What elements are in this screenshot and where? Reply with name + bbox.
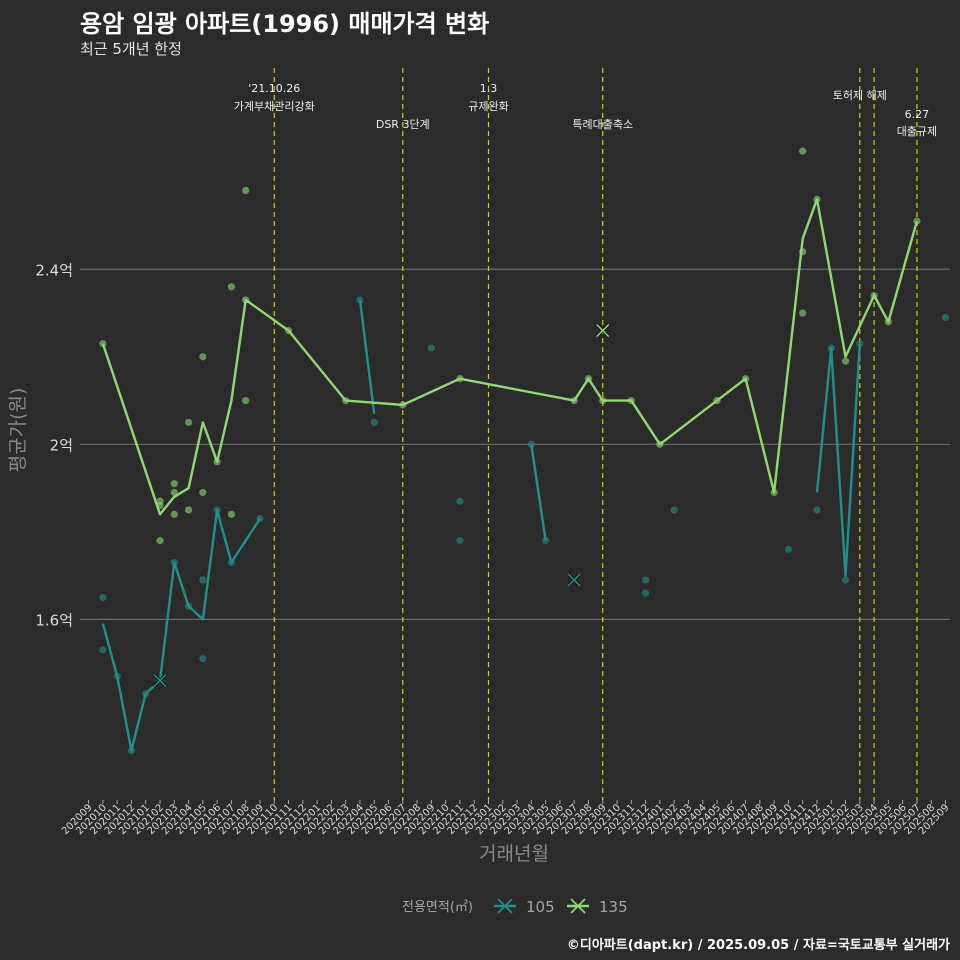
data-point bbox=[199, 655, 207, 663]
data-point bbox=[813, 506, 821, 514]
data-point bbox=[856, 340, 864, 348]
data-point bbox=[184, 506, 193, 514]
data-point bbox=[941, 313, 950, 322]
series-105 bbox=[99, 296, 950, 755]
data-point bbox=[799, 147, 807, 155]
data-point bbox=[170, 510, 178, 518]
data-point bbox=[456, 536, 464, 545]
data-point bbox=[227, 510, 236, 518]
data-point bbox=[99, 593, 107, 602]
data-point bbox=[242, 186, 250, 195]
series-line bbox=[101, 198, 919, 516]
event-label: '21.10.26 bbox=[248, 82, 300, 95]
x-axis-label: 거래년월 bbox=[479, 843, 549, 865]
data-point bbox=[456, 497, 464, 505]
event-label: 대출규제 bbox=[897, 125, 937, 138]
event-label: 가계부채관리강화 bbox=[234, 100, 315, 113]
y-tick-label: 2.4억 bbox=[35, 261, 73, 279]
chart-subtitle: 최근 5개년 한정 bbox=[80, 40, 182, 58]
event-label: 규제완화 bbox=[468, 100, 508, 113]
series-135 bbox=[99, 147, 921, 545]
chart-title: 용암 임광 아파트(1996) 매매가격 변화 bbox=[80, 10, 490, 38]
data-point bbox=[242, 396, 250, 405]
data-point bbox=[170, 480, 178, 488]
y-axis-ticks: 1.6억 2억 2.4억 bbox=[35, 261, 73, 629]
event-label: 6.27 bbox=[905, 108, 930, 121]
data-point bbox=[913, 217, 921, 225]
data-point bbox=[199, 353, 207, 361]
legend-label: 135 bbox=[599, 898, 628, 916]
y-axis-label: 평균가(원) bbox=[7, 388, 29, 473]
data-point bbox=[641, 576, 650, 584]
legend-label: 105 bbox=[526, 898, 555, 916]
data-point bbox=[156, 536, 164, 545]
series-line bbox=[815, 343, 861, 577]
event-label: 1.3 bbox=[480, 82, 498, 95]
event-label: 특례대출축소 bbox=[572, 118, 633, 131]
data-point bbox=[199, 488, 207, 497]
data-point bbox=[370, 418, 378, 427]
series-line bbox=[530, 444, 547, 541]
legend-title: 전용면적(㎡) bbox=[402, 900, 473, 915]
data-point bbox=[427, 344, 435, 352]
data-point bbox=[227, 283, 236, 291]
data-point bbox=[799, 309, 807, 317]
data-point bbox=[841, 576, 850, 584]
legend-item-105: 105 bbox=[494, 898, 555, 916]
cross-marker bbox=[596, 323, 610, 338]
cross-marker bbox=[567, 573, 581, 587]
legend: 전용면적(㎡) 105 135 bbox=[402, 898, 628, 916]
data-point bbox=[670, 506, 678, 514]
series-line bbox=[358, 299, 376, 414]
source-caption: ©디아파트(dapt.kr) / 2025.09.05 / 자료=국토교통부 실… bbox=[566, 938, 950, 953]
x-axis-ticks: 2020092020102020112020122021012021022021… bbox=[60, 800, 952, 837]
y-tick-label: 2억 bbox=[50, 436, 73, 454]
data-point bbox=[784, 545, 793, 553]
event-label: DSR 3단계 bbox=[376, 118, 430, 131]
legend-key-cross bbox=[570, 898, 586, 914]
data-point bbox=[184, 418, 193, 427]
legend-item-135: 135 bbox=[567, 898, 628, 916]
series-layer bbox=[99, 147, 950, 755]
event-label: 토허제 해제 bbox=[833, 88, 887, 102]
data-point bbox=[99, 646, 107, 654]
legend-key-cross bbox=[497, 898, 513, 914]
grid-lines bbox=[80, 268, 950, 620]
data-point bbox=[641, 589, 650, 597]
series-line bbox=[101, 508, 262, 752]
cross-marker bbox=[153, 674, 167, 688]
data-point bbox=[841, 357, 850, 365]
y-tick-label: 1.6억 bbox=[35, 611, 73, 629]
data-point bbox=[199, 576, 207, 584]
data-point bbox=[170, 488, 178, 497]
